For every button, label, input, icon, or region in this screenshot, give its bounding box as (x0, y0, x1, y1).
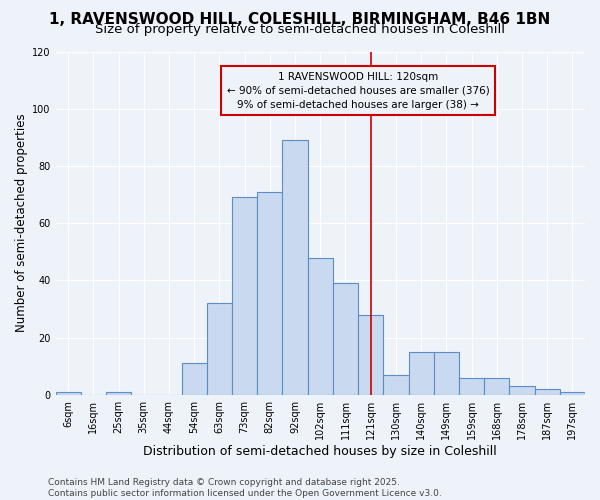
Bar (560, 392, 585, 395)
Bar (56, 392, 81, 395)
Bar (459, 378, 484, 395)
Bar (182, 364, 207, 395)
Bar (308, 258, 333, 395)
X-axis label: Distribution of semi-detached houses by size in Coleshill: Distribution of semi-detached houses by … (143, 444, 497, 458)
Bar (409, 352, 434, 395)
Bar (106, 392, 131, 395)
Y-axis label: Number of semi-detached properties: Number of semi-detached properties (15, 114, 28, 332)
Bar (207, 304, 232, 395)
Bar (484, 378, 509, 395)
Text: Size of property relative to semi-detached houses in Coleshill: Size of property relative to semi-detach… (95, 22, 505, 36)
Bar (283, 140, 308, 395)
Bar (535, 389, 560, 395)
Text: Contains HM Land Registry data © Crown copyright and database right 2025.
Contai: Contains HM Land Registry data © Crown c… (48, 478, 442, 498)
Text: 1 RAVENSWOOD HILL: 120sqm
← 90% of semi-detached houses are smaller (376)
9% of : 1 RAVENSWOOD HILL: 120sqm ← 90% of semi-… (227, 72, 490, 110)
Bar (509, 386, 535, 395)
Bar (358, 314, 383, 395)
Bar (434, 352, 459, 395)
Text: 1, RAVENSWOOD HILL, COLESHILL, BIRMINGHAM, B46 1BN: 1, RAVENSWOOD HILL, COLESHILL, BIRMINGHA… (49, 12, 551, 28)
Bar (232, 198, 257, 395)
Bar (333, 283, 358, 395)
Bar (257, 192, 283, 395)
Bar (383, 375, 409, 395)
